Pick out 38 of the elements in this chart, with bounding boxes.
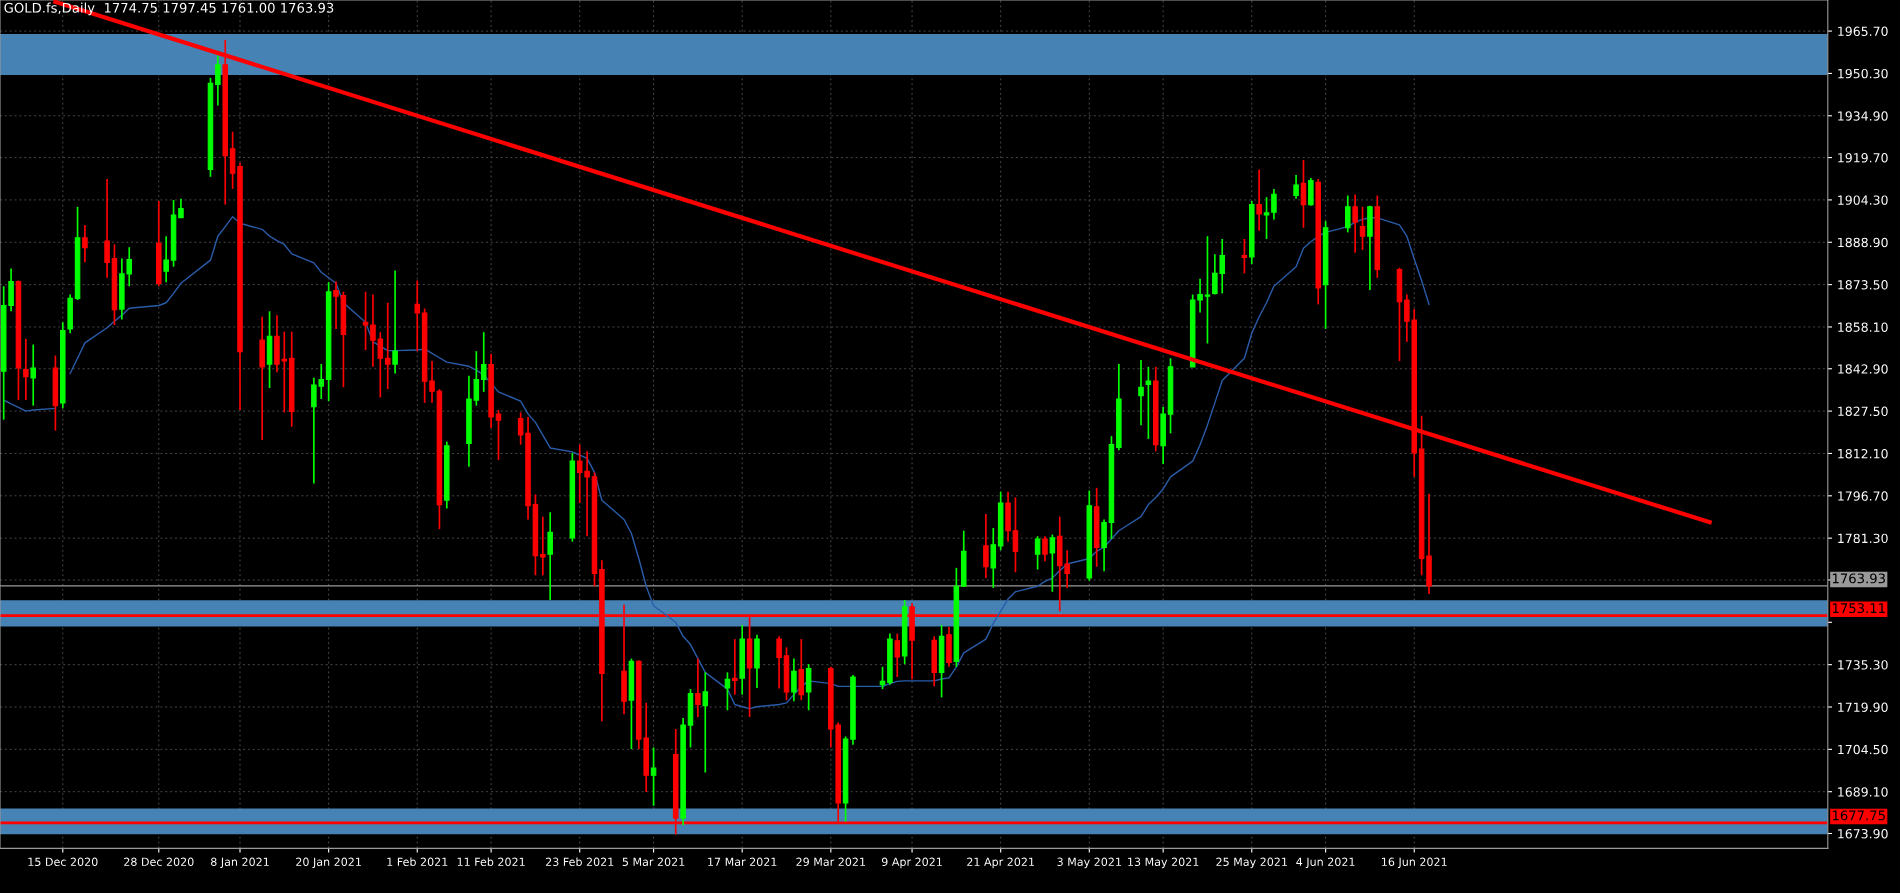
y-tick-label: 1950.30: [1838, 68, 1888, 79]
x-tick-label: 25 May 2021: [1216, 857, 1287, 869]
x-tick-label: 9 Apr 2021: [881, 857, 942, 869]
y-tick-label: 1904.30: [1838, 195, 1888, 205]
x-tick-label: 3 May 2021: [1057, 857, 1121, 869]
y-tick-label: 1888.90: [1838, 237, 1888, 248]
y-tick-label: 1965.70: [1838, 26, 1888, 36]
x-tick-label: 13 May 2021: [1128, 857, 1199, 869]
x-tick-label: 1 Feb 2021: [387, 857, 448, 866]
y-tick-label: 1827.50: [1838, 406, 1888, 417]
y-tick-label: 1689.10: [1838, 787, 1888, 797]
y-tick-label: 1735.30: [1838, 660, 1888, 670]
ref-line-label: 1677.75: [1832, 810, 1885, 821]
y-tick-label: 1719.90: [1838, 702, 1888, 712]
x-tick-label: 8 Jan 2021: [211, 857, 269, 869]
y-tick-label: 1781.30: [1838, 533, 1888, 544]
x-tick-label: 4 Jun 2021: [1296, 857, 1355, 869]
y-tick-label: 1842.90: [1838, 364, 1888, 374]
y-tick-label: 1704.50: [1838, 744, 1888, 755]
x-tick-label: 16 Jun 2021: [1382, 857, 1447, 869]
x-tick-label: 15 Dec 2020: [28, 857, 98, 866]
x-tick-label: 11 Feb 2021: [457, 857, 525, 866]
x-tick-label: 23 Feb 2021: [545, 857, 614, 866]
y-tick-label: 1919.70: [1838, 153, 1888, 163]
y-tick-label: 1812.10: [1838, 448, 1888, 459]
ref-line-label: 1763.93: [1832, 573, 1885, 584]
y-tick-label: 1796.70: [1838, 491, 1888, 501]
x-tick-label: 21 Apr 2021: [967, 857, 1034, 869]
x-tick-label: 29 Mar 2021: [796, 857, 866, 866]
y-tick-label: 1934.90: [1838, 111, 1888, 121]
x-tick-label: 28 Dec 2020: [124, 857, 194, 866]
y-tick-label: 1673.90: [1838, 828, 1888, 839]
x-tick-label: 20 Jan 2021: [296, 857, 361, 869]
x-tick-label: 17 Mar 2021: [708, 857, 777, 866]
y-tick-label: 1873.50: [1838, 280, 1888, 290]
y-tick-label: 1858.10: [1838, 322, 1888, 332]
ref-line-label: 1753.11: [1832, 603, 1885, 614]
x-tick-label: 5 Mar 2021: [622, 857, 685, 866]
